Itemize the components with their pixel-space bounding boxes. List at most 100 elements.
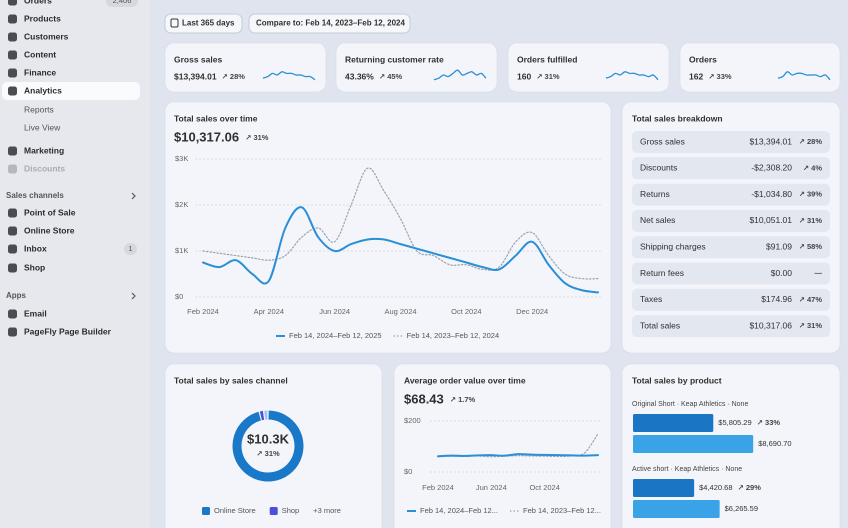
section-title[interactable]: Sales channels <box>6 191 64 200</box>
kpi-card <box>507 42 670 93</box>
x-tick-label: Jun 2024 <box>319 307 350 316</box>
nav-item[interactable]: Customers <box>24 31 69 41</box>
kpi-value: $13,394.01 <box>174 71 217 81</box>
nav-item[interactable]: Inbox <box>24 243 47 253</box>
y-tick-label: $1K <box>175 246 188 255</box>
y-tick-label: $0 <box>175 292 183 301</box>
badge: 2,406 <box>113 0 132 5</box>
nav-item[interactable]: Online Store <box>24 225 75 235</box>
chart-title: Average order value over time <box>404 375 526 385</box>
bar <box>633 414 714 432</box>
x-tick-label: Dec 2024 <box>516 307 548 316</box>
calendar-icon <box>170 18 179 28</box>
row-change: ↗ 4% <box>803 163 823 172</box>
kpi-value: 160 <box>517 71 531 81</box>
row-label: Shipping charges <box>640 241 706 251</box>
series-line <box>202 167 599 280</box>
nav-item[interactable]: Live View <box>24 122 61 132</box>
breakdown-row <box>632 131 830 153</box>
kpi-value: 43.36% <box>345 71 374 81</box>
kpi-card <box>164 42 327 93</box>
row-label: Gross sales <box>640 136 685 146</box>
kpi-change: ↗ 28% <box>222 72 246 81</box>
nav-item[interactable]: Point of Sale <box>24 207 76 217</box>
legend-label: Feb 14, 2023–Feb 12... <box>523 506 601 515</box>
chevron <box>131 292 136 300</box>
legend-swatch <box>269 507 278 515</box>
kpi-title: Orders fulfilled <box>517 54 577 64</box>
row-change: ↗ 39% <box>799 190 823 199</box>
sparkline <box>262 71 316 81</box>
nav-item[interactable]: Discounts <box>24 163 65 173</box>
breakdown-row <box>632 262 830 285</box>
kpi-title: Orders <box>689 54 717 64</box>
nav-item[interactable]: Email <box>24 308 47 318</box>
section-title[interactable]: Apps <box>6 291 27 300</box>
chart-change: ↗ 1.7% <box>450 395 476 404</box>
nav-item[interactable]: Content <box>24 49 56 59</box>
kpi-card <box>335 42 498 93</box>
row-change: ↗ 47% <box>799 295 823 304</box>
row-change: — <box>815 268 823 277</box>
nav-icon <box>8 164 17 174</box>
compare-button[interactable] <box>248 13 411 34</box>
nav-item[interactable]: Marketing <box>24 145 64 155</box>
nav-icon <box>8 226 17 236</box>
chart-card <box>164 101 612 354</box>
bar <box>633 479 695 497</box>
breakdown-row <box>632 183 830 206</box>
nav-icon <box>8 0 17 6</box>
nav-icon <box>8 309 17 319</box>
row-change: ↗ 28% <box>799 137 823 146</box>
nav-item[interactable]: Orders <box>24 0 52 5</box>
row-label: Returns <box>640 189 670 199</box>
nav-item[interactable]: Products <box>24 13 61 23</box>
x-tick-label: Oct 2024 <box>529 483 559 492</box>
legend-label: Feb 14, 2024–Feb 12, 2025 <box>289 331 382 340</box>
active-item-bg <box>2 82 140 100</box>
bar-change: ↗ 29% <box>738 483 762 492</box>
row-change: ↗ 31% <box>799 216 823 225</box>
nav-item[interactable]: Reports <box>24 104 54 114</box>
legend-swatch <box>202 507 210 515</box>
nav-icon <box>8 50 17 60</box>
kpi-change: ↗ 45% <box>379 72 403 81</box>
row-label: Return fees <box>640 268 684 278</box>
nav-icon <box>8 146 17 156</box>
breakdown-row <box>632 236 830 259</box>
nav-icon <box>8 208 17 218</box>
nav-item[interactable]: PageFly Page Builder <box>24 326 112 336</box>
y-tick-label: $2K <box>175 200 188 209</box>
bar-value-label: $4,420.68 <box>699 483 732 492</box>
row-value: -$2,308.20 <box>751 163 792 173</box>
row-label: Taxes <box>640 294 662 304</box>
chart-title: Total sales by sales channel <box>174 375 288 385</box>
badge: 1 <box>128 244 132 253</box>
chart-title: Total sales over time <box>174 113 258 123</box>
nav-item[interactable]: Finance <box>24 67 56 77</box>
y-tick-label: $0 <box>404 467 412 476</box>
breakdown-row <box>632 209 830 232</box>
nav-item[interactable]: Analytics <box>24 85 62 95</box>
row-label: Net sales <box>640 215 675 225</box>
product-name: Original Short · Keap Athletics · None <box>632 401 748 408</box>
row-change: ↗ 31% <box>799 321 823 330</box>
nav-item[interactable]: Shop <box>24 262 45 272</box>
donut-total: $10.3K <box>247 431 290 446</box>
chart-card <box>393 363 612 528</box>
bar-value-label: $5,805.29 <box>718 418 751 427</box>
badge-bg <box>106 0 138 7</box>
date-range-button[interactable] <box>164 13 243 34</box>
nav-icon <box>8 244 17 254</box>
breakdown-row <box>632 288 830 311</box>
sparkline <box>605 71 659 81</box>
legend-label: +3 more <box>313 506 341 515</box>
y-tick-label: $3K <box>175 154 188 163</box>
nav-icon <box>8 32 17 42</box>
series-line <box>202 206 599 294</box>
nav-icon <box>8 86 17 96</box>
row-value: $0.00 <box>771 268 793 278</box>
product-name: Active short · Keap Athletics · None <box>632 466 742 473</box>
x-tick-label: Jun 2024 <box>476 483 507 492</box>
legend-label: Feb 14, 2023–Feb 12, 2024 <box>407 331 500 340</box>
